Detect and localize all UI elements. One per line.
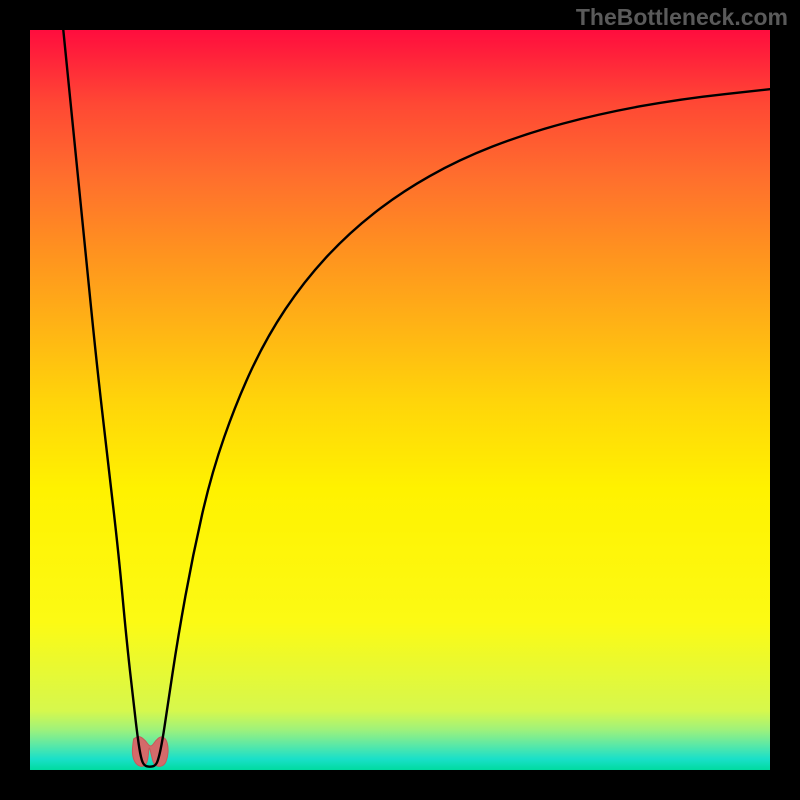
bottleneck-chart [30, 30, 770, 770]
gradient-background [30, 30, 770, 770]
watermark-text: TheBottleneck.com [576, 4, 788, 31]
plot-area [30, 30, 770, 770]
